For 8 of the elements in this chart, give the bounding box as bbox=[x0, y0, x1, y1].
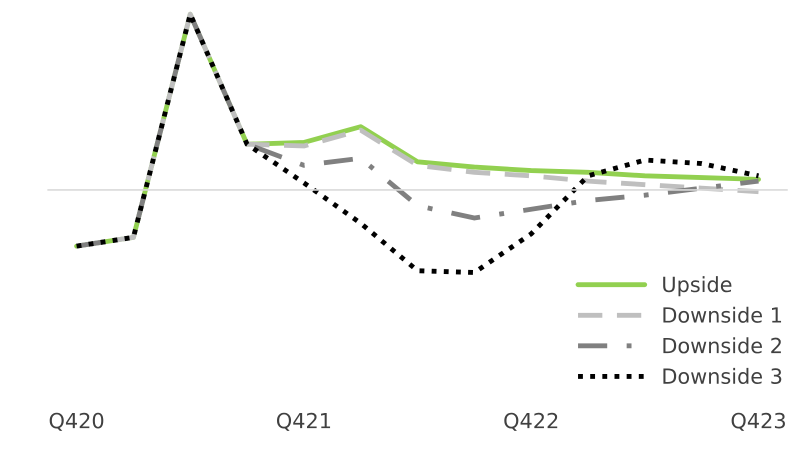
legend-label: Downside 1 bbox=[663, 306, 782, 323]
legend-label: Upside bbox=[663, 276, 732, 296]
x-tick-label: Q422 bbox=[504, 412, 558, 431]
x-tick-label: Q423 bbox=[732, 412, 785, 431]
x-tick-label: Q421 bbox=[276, 412, 330, 431]
legend-label: Downside 2 bbox=[663, 337, 781, 354]
legend-label: Downside 3 bbox=[663, 368, 782, 384]
x-tick-label: Q420 bbox=[50, 412, 104, 431]
